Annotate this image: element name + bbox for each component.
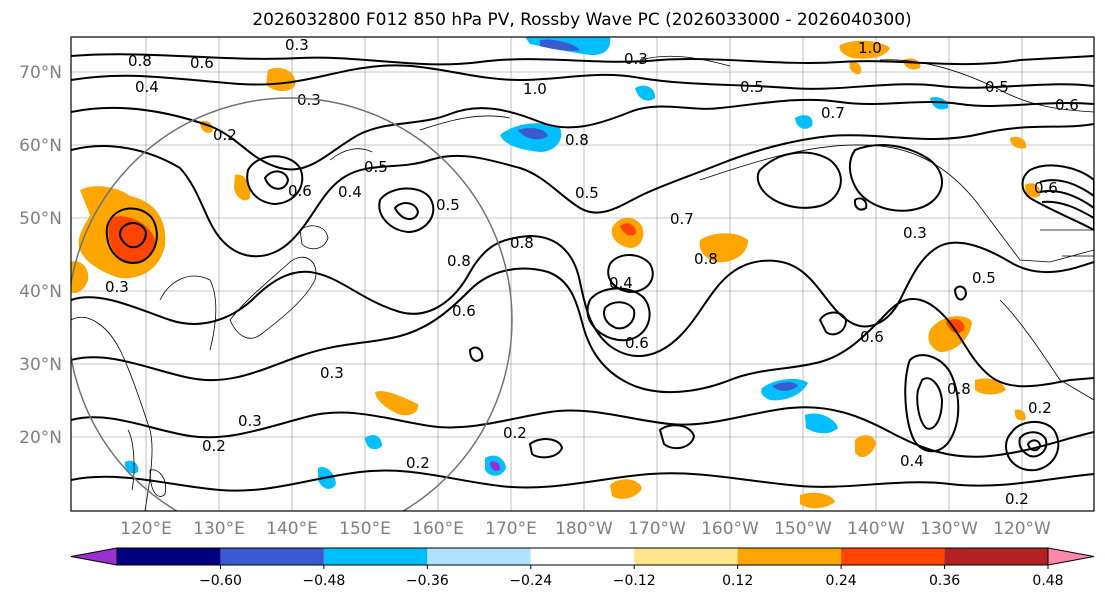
colorbar: −0.60 −0.48 −0.36 −0.24 −0.12 0.12 0.24 0.36 0.4… (70, 547, 1095, 589)
contour-label: 0.5 (985, 78, 1009, 96)
contour-label: 0.4 (609, 274, 633, 292)
great-circle-overlay (71, 97, 513, 511)
colorbar-segment (117, 548, 221, 565)
colorbar-tick-label: 0.24 (826, 573, 857, 589)
contour-label: 0.8 (510, 234, 534, 252)
map-frame (70, 36, 1095, 512)
colorbar-extend-low (70, 547, 118, 566)
lon-label: 150°W (774, 519, 832, 539)
contour-label: 0.3 (320, 364, 344, 382)
colorbar-segment (220, 548, 324, 565)
contour-label: 0.7 (821, 104, 845, 122)
contour-label: 0.8 (694, 250, 718, 268)
contour-label: 0.2 (406, 454, 430, 472)
contour-label: 0.2 (1005, 490, 1029, 508)
contour-label: 0.6 (1055, 96, 1079, 114)
lon-label: 170°W (628, 519, 686, 539)
contour-label: 1.0 (858, 39, 882, 57)
lon-label: 130°E (193, 519, 245, 539)
lat-label: 20°N (19, 428, 62, 448)
contour-label: 0.4 (135, 78, 159, 96)
longitude-labels: 120°E 130°E 140°E 150°E 160°E 170°E 180°… (120, 519, 1051, 539)
colorbar-segment (530, 548, 635, 565)
lon-label: 120°E (120, 519, 172, 539)
contour-label: 0.8 (565, 131, 589, 149)
contour-labels: 0.3 0.6 0.4 0.3 0.2 0.3 1.0 0.8 0.5 0.6 … (105, 36, 1079, 508)
lon-label: 150°E (339, 519, 391, 539)
lat-label: 40°N (19, 282, 62, 302)
contour-label: 0.8 (947, 380, 971, 398)
contour-label: 0.2 (1028, 399, 1052, 417)
contour-label: 0.5 (972, 269, 996, 287)
colorbar-segment (944, 548, 1048, 565)
colorbar-tick-label: −0.36 (406, 573, 449, 589)
contour-label: 0.4 (900, 452, 924, 470)
contour-label: 0.2 (213, 126, 237, 144)
contour-label: 0.6 (190, 54, 214, 72)
map-background (71, 37, 1094, 511)
contour-label: 0.6 (1034, 179, 1058, 197)
colorbar-tick-label: 0.48 (1032, 573, 1063, 589)
lat-label: 30°N (19, 355, 62, 375)
contour-label: 0.2 (202, 437, 226, 455)
contour-label: 0.6 (452, 302, 476, 320)
lon-label: 130°W (920, 519, 978, 539)
lon-label: 120°W (993, 519, 1051, 539)
contour-label: 0.2 (503, 424, 527, 442)
contour-label: 0.3 (285, 36, 309, 54)
lon-label: 170°E (485, 519, 537, 539)
contour-label: 0.3 (238, 412, 262, 430)
colorbar-extend-high (1047, 547, 1095, 566)
latitude-labels: 70°N 60°N 50°N 40°N 30°N 20°N (19, 63, 62, 448)
lon-label: 140°E (266, 519, 318, 539)
colorbar-tick-label: 0.36 (929, 573, 960, 589)
contour-label: 0.8 (447, 252, 471, 270)
lat-label: 70°N (19, 63, 62, 83)
map-panel: 0.3 0.6 0.4 0.3 0.2 0.3 1.0 0.8 0.5 0.6 … (70, 36, 1095, 512)
contour-label: 0.3 (903, 224, 927, 242)
colorbar-frame (116, 547, 1049, 566)
figure-title: 2026032800 F012 850 hPa PV, Rossby Wave … (252, 10, 911, 30)
colorbar-segment (427, 548, 531, 565)
colorbar-segment (323, 548, 428, 565)
contour-label: 0.6 (625, 334, 649, 352)
contour-label: 0.6 (288, 182, 312, 200)
contour-label: 0.3 (624, 50, 648, 68)
contour-label: 0.3 (105, 278, 129, 296)
coastlines (71, 55, 1094, 511)
contour-label: 0.5 (436, 196, 460, 214)
lon-label: 160°W (701, 519, 759, 539)
colorbar-tick-label: 0.12 (722, 573, 753, 589)
colorbar-segment (737, 548, 842, 565)
colorbar-tick-label: −0.60 (199, 573, 242, 589)
lon-label: 140°W (847, 519, 905, 539)
pv-contours (71, 53, 1094, 492)
lat-label: 50°N (19, 209, 62, 229)
colorbar-tick-label: −0.48 (302, 573, 345, 589)
contour-label: 0.7 (670, 210, 694, 228)
colorbar-tick-label: −0.12 (613, 573, 656, 589)
colorbar-segment (841, 548, 945, 565)
contour-label: 0.6 (860, 328, 884, 346)
colorbar-segment (634, 548, 738, 565)
contour-label: 0.5 (364, 158, 388, 176)
contour-label: 0.4 (338, 183, 362, 201)
lat-label: 60°N (19, 136, 62, 156)
contour-label: 0.8 (128, 52, 152, 70)
contour-label: 1.0 (523, 80, 547, 98)
colorbar-tick-label: −0.24 (509, 573, 552, 589)
lon-label: 180°W (555, 519, 613, 539)
contour-label: 0.5 (740, 78, 764, 96)
contour-label: 0.3 (297, 91, 321, 109)
contour-label: 0.5 (575, 184, 599, 202)
lon-label: 160°E (412, 519, 464, 539)
